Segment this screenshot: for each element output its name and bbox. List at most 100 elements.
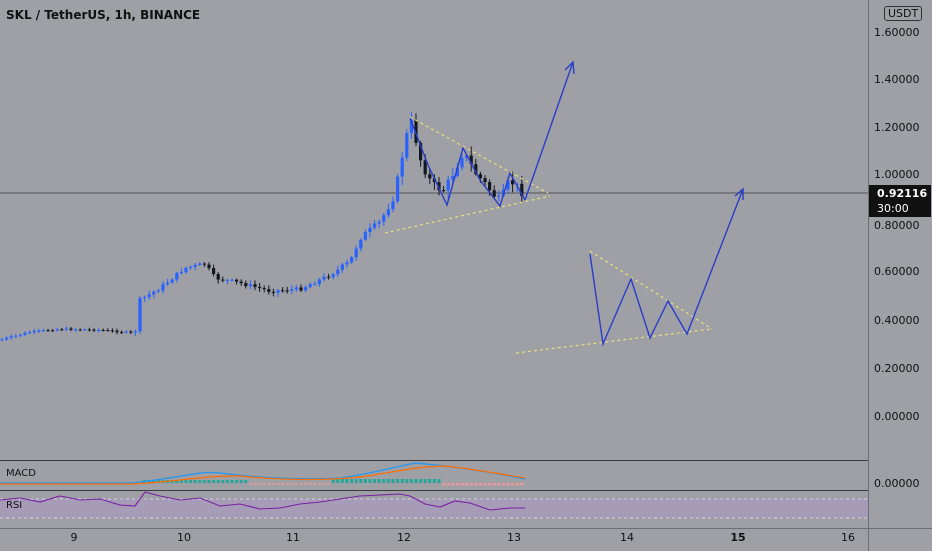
candle-body — [455, 167, 459, 177]
macd-bar — [327, 483, 331, 485]
macd-bar — [313, 483, 317, 485]
macd-bar — [244, 480, 248, 483]
candle-body — [198, 263, 202, 265]
time-axis-label: 9 — [70, 531, 78, 544]
candle-body — [423, 160, 427, 175]
time-axis[interactable] — [0, 528, 868, 551]
current-price-value: 0.92116 — [877, 187, 928, 200]
macd-bar — [363, 479, 367, 483]
candle-body — [189, 266, 193, 268]
price-axis-label: 0.20000 — [874, 362, 920, 375]
candle-body — [497, 195, 501, 197]
macd-bar — [515, 483, 519, 486]
candle-body — [69, 328, 73, 330]
candle-body — [368, 227, 372, 233]
time-axis-label: 10 — [177, 531, 191, 544]
macd-bar — [432, 479, 436, 483]
price-axis[interactable] — [868, 0, 932, 528]
candle-body — [83, 329, 87, 331]
price-chart[interactable] — [0, 0, 868, 528]
candle-body — [285, 290, 289, 292]
macd-bar — [322, 483, 326, 485]
candle-body — [138, 298, 142, 332]
candle-body — [106, 330, 110, 332]
time-axis-label: 12 — [397, 531, 411, 544]
macd-bar — [386, 479, 390, 483]
candle-body — [446, 179, 450, 191]
candle-body — [179, 272, 183, 274]
candle-body — [74, 329, 78, 331]
candle-body — [221, 279, 225, 281]
candle-body — [230, 279, 234, 281]
candle-body — [267, 289, 271, 292]
price-axis-label: 0.60000 — [874, 265, 920, 278]
candle-body — [124, 331, 128, 333]
candle-body — [115, 330, 119, 333]
macd-bar — [239, 480, 243, 483]
candle-body — [87, 329, 91, 331]
macd-bar — [442, 483, 446, 486]
macd-bar — [409, 479, 413, 483]
macd-bar — [511, 483, 515, 486]
macd-bar — [428, 479, 432, 483]
candle-body — [414, 120, 418, 143]
macd-bar — [267, 483, 271, 485]
candle-body — [32, 330, 36, 333]
macd-bar — [488, 483, 492, 486]
candle-body — [465, 155, 469, 158]
candle-body — [428, 174, 432, 179]
zigzag-path — [409, 117, 526, 208]
macd-bar — [340, 479, 344, 483]
candle-body — [400, 157, 404, 177]
candle-body — [437, 182, 441, 191]
macd-bar — [276, 483, 280, 485]
candle-body — [515, 183, 519, 185]
candle-body — [60, 329, 64, 331]
candle-body — [331, 274, 335, 278]
candle-body — [156, 290, 160, 292]
macd-bar — [377, 479, 381, 483]
candle-body — [322, 276, 326, 280]
macd-separator — [0, 460, 868, 461]
price-axis-label: 0.80000 — [874, 219, 920, 232]
axis-corner — [868, 528, 932, 551]
macd-bar — [184, 480, 188, 483]
macd-bar — [248, 483, 252, 485]
candle-body — [345, 262, 349, 265]
candle-body — [469, 155, 473, 165]
candle-body — [359, 239, 363, 249]
candle-body — [41, 330, 45, 332]
macd-bar — [354, 479, 358, 483]
candle-body — [55, 329, 59, 331]
candle-body — [409, 120, 413, 134]
candle-body — [258, 286, 262, 289]
candle-body — [276, 290, 280, 293]
candle-body — [92, 329, 96, 331]
candle-body — [340, 264, 344, 270]
candle-countdown: 30:00 — [877, 202, 909, 215]
candle-body — [64, 328, 68, 330]
candle-body — [442, 190, 446, 192]
time-axis-label: 16 — [841, 531, 855, 544]
macd-bar — [419, 479, 423, 483]
candle-body — [327, 276, 331, 278]
price-axis-label: 1.00000 — [874, 168, 920, 181]
candle-body — [166, 282, 170, 285]
macd-bar — [520, 483, 524, 486]
time-axis-label: 15 — [730, 531, 746, 544]
candle-body — [373, 223, 377, 228]
candle-body — [147, 294, 151, 298]
price-axis-label: 0.40000 — [874, 314, 920, 327]
macd-bar — [336, 479, 340, 483]
candle-body — [129, 331, 133, 333]
currency-unit-button[interactable]: USDT — [884, 6, 923, 21]
candle-body — [212, 268, 216, 275]
candle-body — [313, 283, 317, 285]
candle-body — [451, 176, 455, 180]
macd-bar — [451, 483, 455, 486]
macd-bar — [460, 483, 464, 486]
macd-bar — [437, 479, 441, 483]
signal-line — [0, 465, 526, 485]
macd-bar — [331, 479, 335, 483]
candle-body — [511, 180, 515, 185]
